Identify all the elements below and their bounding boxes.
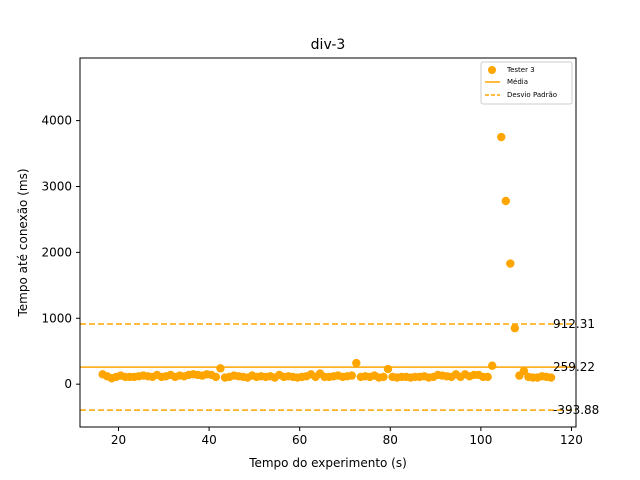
data-point bbox=[546, 373, 556, 382]
reference-value-label: 259.22 bbox=[553, 360, 595, 374]
data-point bbox=[379, 372, 388, 382]
data-points bbox=[98, 132, 556, 383]
y-axis-ticks: 0 1000 2000 3000 4000 bbox=[41, 114, 80, 391]
y-tick-label: 4000 bbox=[41, 114, 72, 128]
x-tick-label: 40 bbox=[201, 433, 216, 447]
legend-label-series: Tester 3 bbox=[506, 66, 535, 74]
legend-marker-scatter bbox=[488, 66, 496, 74]
x-axis-label: Tempo do experimento (s) bbox=[248, 456, 407, 470]
legend-box bbox=[480, 61, 573, 105]
data-point bbox=[211, 372, 221, 382]
x-tick-label: 120 bbox=[560, 433, 583, 447]
y-axis-label: Tempo até conexão (ms) bbox=[16, 168, 30, 317]
data-point bbox=[497, 132, 506, 142]
data-point bbox=[506, 259, 515, 268]
legend-label-mean: Média bbox=[507, 78, 528, 86]
y-tick-label: 0 bbox=[64, 377, 72, 391]
y-tick-label: 3000 bbox=[41, 179, 72, 193]
data-point bbox=[510, 323, 520, 333]
legend-label-std: Desvio Padrão bbox=[507, 91, 557, 99]
x-tick-label: 20 bbox=[111, 433, 126, 447]
x-tick-label: 100 bbox=[469, 433, 492, 447]
data-point bbox=[483, 372, 492, 382]
reference-labels: 259.22 912.31 -393.88 bbox=[553, 317, 599, 417]
reference-value-label: -393.88 bbox=[553, 403, 599, 417]
x-tick-label: 80 bbox=[383, 433, 398, 447]
legend: Tester 3 Média Desvio Padrão bbox=[480, 61, 573, 105]
data-point bbox=[488, 361, 497, 370]
x-axis-ticks: 20 40 60 80 100 120 bbox=[111, 427, 583, 447]
data-point bbox=[352, 358, 361, 368]
chart-title: div-3 bbox=[311, 37, 346, 53]
data-point bbox=[519, 366, 529, 376]
data-point bbox=[216, 364, 225, 373]
x-tick-label: 60 bbox=[292, 433, 307, 447]
reference-value-label: 912.31 bbox=[553, 317, 595, 331]
plot-frame bbox=[79, 57, 577, 428]
y-tick-label: 2000 bbox=[41, 245, 72, 259]
y-tick-label: 1000 bbox=[41, 311, 72, 325]
data-point bbox=[501, 196, 510, 206]
data-point bbox=[383, 364, 393, 374]
data-point bbox=[347, 371, 356, 380]
